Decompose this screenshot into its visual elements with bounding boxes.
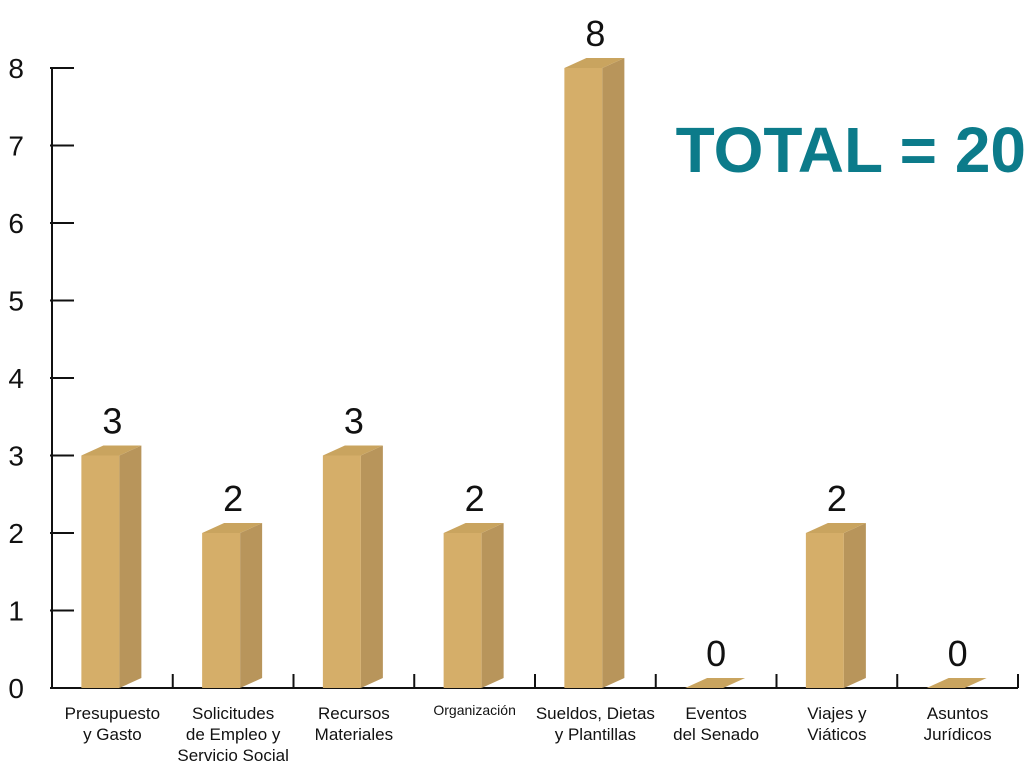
category-label-line: Solicitudes <box>192 704 274 723</box>
y-tick-label: 2 <box>8 518 24 549</box>
bar-front <box>805 533 844 688</box>
bar-top <box>805 523 866 533</box>
bar <box>443 523 504 688</box>
category-label: Organización <box>433 702 516 718</box>
bar-top <box>564 58 625 68</box>
bar <box>81 445 142 688</box>
bar <box>322 445 383 688</box>
category-label: Asuntos Jurídicos <box>924 704 992 744</box>
category-label-line: y Gasto <box>83 725 142 744</box>
category-label: Solicitudes de Empleo y Servicio Social <box>177 704 289 765</box>
category-label: Recursos Materiales <box>315 704 393 744</box>
bar-front <box>564 68 603 688</box>
value-label: 3 <box>102 401 122 442</box>
category-label-line: Organización <box>433 702 516 718</box>
y-tick-label: 0 <box>8 673 24 704</box>
value-label: 8 <box>585 13 605 54</box>
category-label-line: Asuntos <box>927 704 988 723</box>
category-label: Viajes y Viáticos <box>807 704 867 744</box>
bar-front <box>322 455 361 688</box>
y-tick-label: 1 <box>8 596 24 627</box>
category-label-line: Presupuesto <box>65 704 160 723</box>
bar <box>926 678 987 688</box>
bar-front <box>202 533 241 688</box>
value-label: 2 <box>827 478 847 519</box>
bar-side <box>602 58 625 688</box>
bar-top <box>926 678 987 688</box>
bar-side <box>481 523 504 688</box>
category-label: Sueldos, Dietas y Plantillas <box>536 704 655 744</box>
value-label: 0 <box>948 633 968 674</box>
value-label: 2 <box>465 478 485 519</box>
labels: 3 Presupuesto y Gasto 2 Solicitudes de Empleo… <box>65 13 992 765</box>
bar-top <box>322 445 383 456</box>
bar <box>685 678 746 688</box>
y-tick-label: 4 <box>8 363 24 394</box>
bar <box>564 58 625 688</box>
value-label: 0 <box>706 633 726 674</box>
category-label: Eventos del Senado <box>673 704 759 744</box>
bar-side <box>119 445 142 688</box>
category-label-line: Servicio Social <box>177 746 289 765</box>
bar-front <box>443 533 482 688</box>
bar-top <box>81 445 142 456</box>
bars <box>81 58 987 688</box>
category-label-line: Recursos <box>318 704 390 723</box>
bar-front <box>81 455 120 688</box>
bar-side <box>843 523 866 688</box>
category-label: Presupuesto y Gasto <box>65 704 160 744</box>
bar-top <box>443 523 504 533</box>
category-label-line: de Empleo y <box>186 725 281 744</box>
bar-side <box>240 523 263 688</box>
category-label-line: Sueldos, Dietas <box>536 704 655 723</box>
category-label-line: y Plantillas <box>555 725 636 744</box>
y-tick-label: 8 <box>8 53 24 84</box>
y-tick-label: 3 <box>8 441 24 472</box>
category-label-line: Materiales <box>315 725 393 744</box>
category-label-line: Eventos <box>685 704 746 723</box>
y-tick-label: 7 <box>8 131 24 162</box>
value-label: 3 <box>344 401 364 442</box>
category-label-line: del Senado <box>673 725 759 744</box>
bar-top <box>202 523 263 533</box>
y-tick-label: 6 <box>8 208 24 239</box>
bar <box>202 523 263 688</box>
total-label: TOTAL = 20 <box>676 114 1026 186</box>
bar <box>805 523 866 688</box>
y-tick-label: 5 <box>8 286 24 317</box>
bar-side <box>360 445 383 688</box>
bar-top <box>685 678 746 688</box>
category-label-line: Viáticos <box>807 725 866 744</box>
category-label-line: Viajes y <box>807 704 867 723</box>
value-label: 2 <box>223 478 243 519</box>
category-label-line: Jurídicos <box>924 725 992 744</box>
